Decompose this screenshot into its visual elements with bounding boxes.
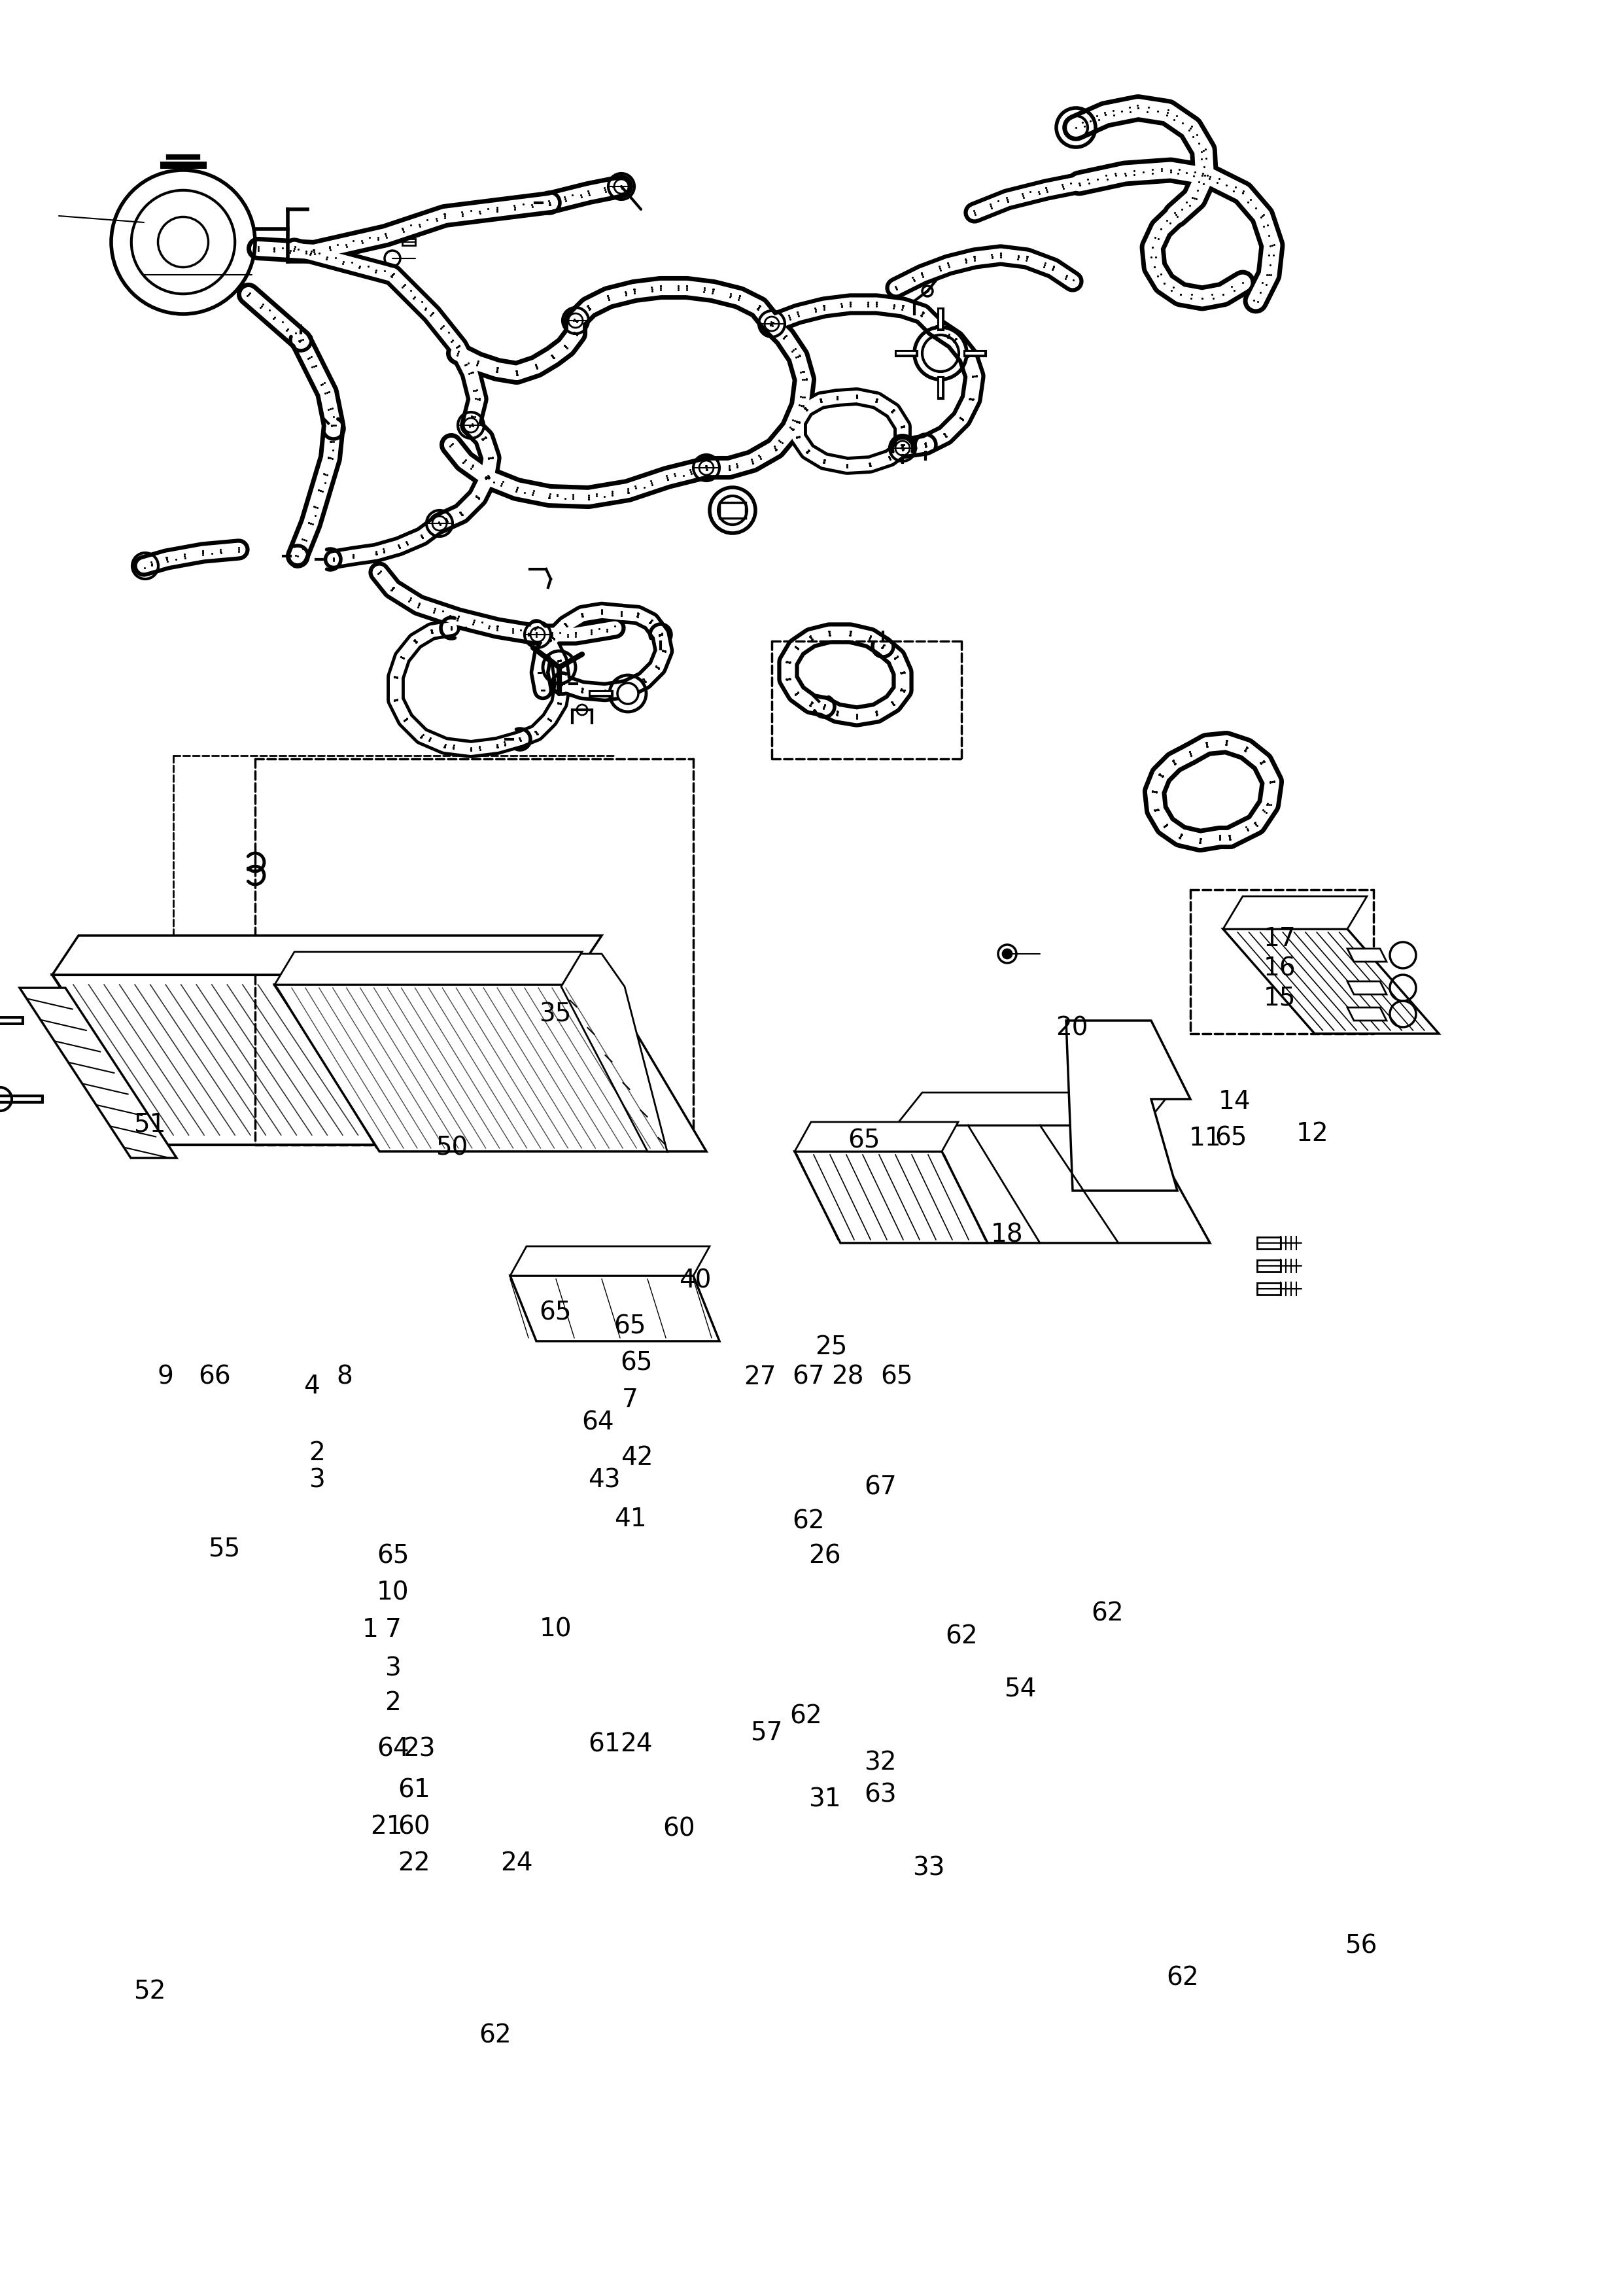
Text: 35: 35	[539, 1003, 572, 1026]
Polygon shape	[510, 1246, 710, 1276]
Text: 2: 2	[385, 1691, 401, 1714]
Text: 62: 62	[1166, 1967, 1199, 1990]
Text: 62: 62	[1091, 1602, 1124, 1625]
Text: 62: 62	[945, 1625, 978, 1648]
Polygon shape	[1348, 948, 1387, 962]
Text: 31: 31	[809, 1788, 841, 1811]
Text: 8: 8	[336, 1366, 352, 1388]
Text: 20: 20	[1056, 1017, 1088, 1040]
Text: 11: 11	[1189, 1127, 1221, 1150]
Text: 3: 3	[309, 1469, 325, 1492]
Circle shape	[1002, 950, 1012, 959]
Text: 1: 1	[362, 1618, 378, 1641]
Text: 2: 2	[309, 1441, 325, 1464]
Text: 65: 65	[880, 1366, 913, 1388]
Bar	[403, 239, 416, 246]
Polygon shape	[19, 987, 177, 1159]
Polygon shape	[896, 1092, 1171, 1125]
Text: 67: 67	[864, 1476, 896, 1499]
Text: 66: 66	[198, 1366, 231, 1388]
Text: 60: 60	[398, 1815, 430, 1838]
Text: 9: 9	[158, 1366, 174, 1388]
Text: 43: 43	[588, 1469, 620, 1492]
Polygon shape	[1065, 1021, 1190, 1191]
Text: 10: 10	[539, 1618, 572, 1641]
Text: 12: 12	[1296, 1122, 1328, 1145]
Text: 33: 33	[913, 1857, 945, 1880]
Circle shape	[158, 216, 208, 266]
Text: 40: 40	[679, 1269, 711, 1292]
Text: 32: 32	[864, 1751, 896, 1774]
Text: 21: 21	[370, 1815, 403, 1838]
Text: 3: 3	[385, 1657, 401, 1680]
Text: 65: 65	[1215, 1127, 1247, 1150]
Polygon shape	[1223, 929, 1439, 1033]
Text: 62: 62	[479, 2024, 512, 2047]
Text: 26: 26	[809, 1545, 841, 1567]
Text: 7: 7	[622, 1388, 638, 1411]
Text: 41: 41	[614, 1508, 646, 1531]
Text: 18: 18	[991, 1223, 1023, 1246]
Text: 23: 23	[403, 1737, 435, 1760]
Text: 56: 56	[1345, 1935, 1377, 1958]
Text: 25: 25	[815, 1336, 848, 1359]
Text: 7: 7	[385, 1618, 401, 1641]
Text: 65: 65	[848, 1129, 880, 1152]
Text: 24: 24	[500, 1852, 533, 1875]
Polygon shape	[562, 975, 706, 1152]
Polygon shape	[274, 985, 667, 1152]
Text: 24: 24	[620, 1733, 653, 1756]
Text: 61: 61	[398, 1779, 430, 1802]
Text: 10: 10	[377, 1581, 409, 1604]
Text: 55: 55	[208, 1538, 240, 1561]
Text: 52: 52	[133, 1981, 166, 2004]
Text: 65: 65	[377, 1545, 409, 1567]
Text: 65: 65	[620, 1352, 653, 1375]
Text: 4: 4	[304, 1375, 320, 1398]
Polygon shape	[52, 975, 687, 1145]
Text: 17: 17	[1263, 927, 1296, 950]
Polygon shape	[896, 1125, 1210, 1244]
Text: 15: 15	[1263, 987, 1296, 1010]
Polygon shape	[794, 1122, 958, 1152]
Text: 51: 51	[133, 1113, 166, 1136]
Text: 50: 50	[435, 1136, 468, 1159]
Text: 57: 57	[750, 1721, 783, 1744]
Bar	[1257, 1283, 1281, 1294]
Polygon shape	[274, 952, 581, 985]
Polygon shape	[510, 1276, 719, 1340]
Polygon shape	[1348, 982, 1387, 994]
Circle shape	[617, 684, 638, 705]
Text: 28: 28	[831, 1366, 864, 1388]
Text: 60: 60	[663, 1818, 695, 1841]
Text: 65: 65	[614, 1315, 646, 1338]
Text: 64: 64	[377, 1737, 409, 1760]
Text: 14: 14	[1218, 1090, 1250, 1113]
Text: 54: 54	[1004, 1678, 1036, 1701]
Text: 22: 22	[398, 1852, 430, 1875]
Text: 64: 64	[581, 1411, 614, 1434]
Text: 62: 62	[789, 1705, 822, 1728]
Polygon shape	[52, 936, 603, 975]
Bar	[1257, 1260, 1281, 1271]
Polygon shape	[1223, 897, 1367, 929]
Text: 61: 61	[588, 1733, 620, 1756]
Bar	[719, 503, 745, 519]
Text: 27: 27	[744, 1366, 776, 1388]
Polygon shape	[1348, 1008, 1387, 1021]
Text: 67: 67	[793, 1366, 825, 1388]
Bar	[1257, 1237, 1281, 1248]
Text: 65: 65	[539, 1301, 572, 1324]
Text: 63: 63	[864, 1783, 896, 1806]
Text: 16: 16	[1263, 957, 1296, 980]
Text: 62: 62	[793, 1510, 825, 1533]
Polygon shape	[794, 1152, 987, 1244]
Text: 42: 42	[620, 1446, 653, 1469]
Polygon shape	[562, 955, 667, 1152]
